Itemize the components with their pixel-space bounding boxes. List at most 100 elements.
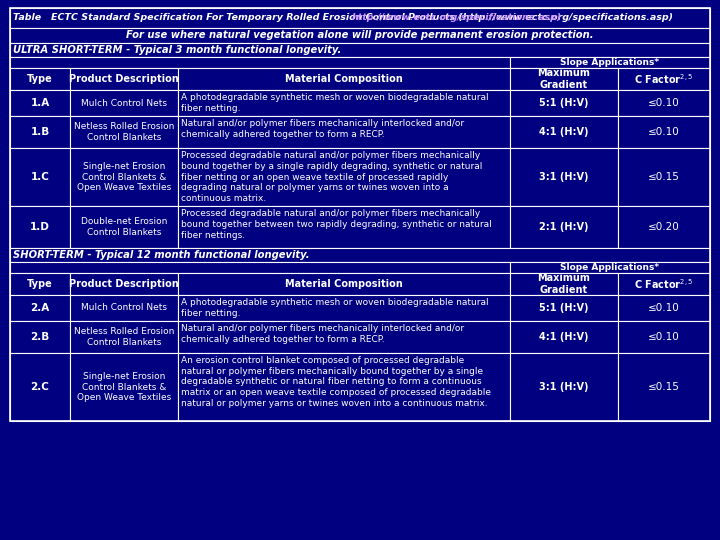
Text: 3:1 (H:V): 3:1 (H:V) xyxy=(539,172,589,182)
Text: Double-net Erosion
Control Blankets: Double-net Erosion Control Blankets xyxy=(81,217,167,237)
Text: ≤0.20: ≤0.20 xyxy=(648,222,680,232)
Bar xyxy=(618,295,710,321)
Bar xyxy=(70,353,178,421)
Text: Single-net Erosion
Control Blankets &
Open Weave Textiles: Single-net Erosion Control Blankets & Op… xyxy=(77,162,171,192)
Bar xyxy=(10,68,70,90)
Bar xyxy=(178,206,510,248)
Bar xyxy=(70,206,178,248)
Bar xyxy=(618,68,710,90)
Bar xyxy=(70,90,178,116)
Text: 1.C: 1.C xyxy=(30,172,50,182)
Text: 5:1 (H:V): 5:1 (H:V) xyxy=(539,98,589,108)
Text: Slope Applications*: Slope Applications* xyxy=(560,58,660,67)
Bar xyxy=(510,295,618,321)
Bar xyxy=(10,148,70,206)
Bar xyxy=(70,116,178,148)
Bar xyxy=(70,148,178,206)
Text: Natural and/or polymer fibers mechanically interlocked and/or
chemically adhered: Natural and/or polymer fibers mechanical… xyxy=(181,119,464,139)
Text: 2.A: 2.A xyxy=(30,303,50,313)
Text: http://www.ectc.org/specifications.asp): http://www.ectc.org/specifications.asp) xyxy=(351,14,562,23)
Text: 1.D: 1.D xyxy=(30,222,50,232)
Text: Slope Applications*: Slope Applications* xyxy=(560,263,660,272)
Bar xyxy=(618,90,710,116)
Text: 1.A: 1.A xyxy=(30,98,50,108)
Text: For use where natural vegetation alone will provide permanent erosion protection: For use where natural vegetation alone w… xyxy=(126,30,594,40)
Text: Mulch Control Nets: Mulch Control Nets xyxy=(81,98,167,107)
Text: ≤0.15: ≤0.15 xyxy=(648,172,680,182)
Bar xyxy=(10,90,70,116)
Text: 2:1 (H:V): 2:1 (H:V) xyxy=(539,222,589,232)
Bar xyxy=(618,206,710,248)
Text: Product Description: Product Description xyxy=(69,74,179,84)
Bar xyxy=(510,353,618,421)
Text: An erosion control blanket composed of processed degradable
natural or polymer f: An erosion control blanket composed of p… xyxy=(181,356,491,408)
Bar xyxy=(10,8,710,421)
Text: 1.B: 1.B xyxy=(30,127,50,137)
Text: ≤0.10: ≤0.10 xyxy=(648,127,680,137)
Bar xyxy=(618,321,710,353)
Bar xyxy=(10,321,70,353)
Text: Netless Rolled Erosion
Control Blankets: Netless Rolled Erosion Control Blankets xyxy=(74,122,174,141)
Bar xyxy=(510,90,618,116)
Text: Netless Rolled Erosion
Control Blankets: Netless Rolled Erosion Control Blankets xyxy=(74,327,174,347)
Text: Type: Type xyxy=(27,279,53,289)
Bar xyxy=(178,321,510,353)
Bar xyxy=(618,148,710,206)
Bar xyxy=(70,295,178,321)
Text: ≤0.15: ≤0.15 xyxy=(648,382,680,392)
Text: Product Description: Product Description xyxy=(69,279,179,289)
Bar xyxy=(70,273,178,295)
Bar xyxy=(510,148,618,206)
Bar xyxy=(178,148,510,206)
Bar xyxy=(10,8,710,28)
Text: ≤0.10: ≤0.10 xyxy=(648,303,680,313)
Bar xyxy=(178,90,510,116)
Text: 4:1 (H:V): 4:1 (H:V) xyxy=(539,332,589,342)
Text: Mulch Control Nets: Mulch Control Nets xyxy=(81,303,167,313)
Bar xyxy=(178,273,510,295)
Text: ULTRA SHORT-TERM - Typical 3 month functional longevity.: ULTRA SHORT-TERM - Typical 3 month funct… xyxy=(13,45,341,55)
Text: ≤0.10: ≤0.10 xyxy=(648,98,680,108)
Bar xyxy=(10,206,70,248)
Text: Processed degradable natural and/or polymer fibers mechanically
bound together b: Processed degradable natural and/or poly… xyxy=(181,209,492,240)
Bar xyxy=(10,248,710,262)
Text: SHORT-TERM - Typical 12 month functional longevity.: SHORT-TERM - Typical 12 month functional… xyxy=(13,250,310,260)
Text: A photodegradable synthetic mesh or woven biodegradable natural
fiber netting.: A photodegradable synthetic mesh or wove… xyxy=(181,93,489,113)
Bar xyxy=(178,295,510,321)
Bar xyxy=(178,68,510,90)
Bar xyxy=(618,353,710,421)
Bar xyxy=(10,295,70,321)
Text: 5:1 (H:V): 5:1 (H:V) xyxy=(539,303,589,313)
Bar xyxy=(10,28,710,43)
Text: A photodegradable synthetic mesh or woven biodegradable natural
fiber netting.: A photodegradable synthetic mesh or wove… xyxy=(181,298,489,318)
Bar xyxy=(510,262,710,273)
Text: 4:1 (H:V): 4:1 (H:V) xyxy=(539,127,589,137)
Bar xyxy=(10,43,710,57)
Text: Maximum
Gradient: Maximum Gradient xyxy=(538,68,590,90)
Bar xyxy=(70,68,178,90)
Text: 2.C: 2.C xyxy=(30,382,50,392)
Text: Table   ECTC Standard Specification For Temporary Rolled Erosion Control Product: Table ECTC Standard Specification For Te… xyxy=(13,14,673,23)
Text: Maximum
Gradient: Maximum Gradient xyxy=(538,273,590,295)
Text: Material Composition: Material Composition xyxy=(285,74,403,84)
Bar xyxy=(510,273,618,295)
Text: Type: Type xyxy=(27,74,53,84)
Bar xyxy=(618,116,710,148)
Text: Material Composition: Material Composition xyxy=(285,279,403,289)
Text: Natural and/or polymer fibers mechanically interlocked and/or
chemically adhered: Natural and/or polymer fibers mechanical… xyxy=(181,324,464,344)
Bar xyxy=(10,116,70,148)
Bar xyxy=(10,57,510,68)
Text: 2.B: 2.B xyxy=(30,332,50,342)
Bar xyxy=(10,262,510,273)
Text: C Factor$^{2,5}$: C Factor$^{2,5}$ xyxy=(634,277,693,291)
Text: C Factor$^{2,5}$: C Factor$^{2,5}$ xyxy=(634,72,693,86)
Text: Processed degradable natural and/or polymer fibers mechanically
bound together b: Processed degradable natural and/or poly… xyxy=(181,151,482,203)
Bar xyxy=(510,206,618,248)
Bar xyxy=(618,273,710,295)
Text: ≤0.10: ≤0.10 xyxy=(648,332,680,342)
Bar xyxy=(510,57,710,68)
Bar xyxy=(178,353,510,421)
Bar xyxy=(510,68,618,90)
Text: 3:1 (H:V): 3:1 (H:V) xyxy=(539,382,589,392)
Bar xyxy=(510,116,618,148)
